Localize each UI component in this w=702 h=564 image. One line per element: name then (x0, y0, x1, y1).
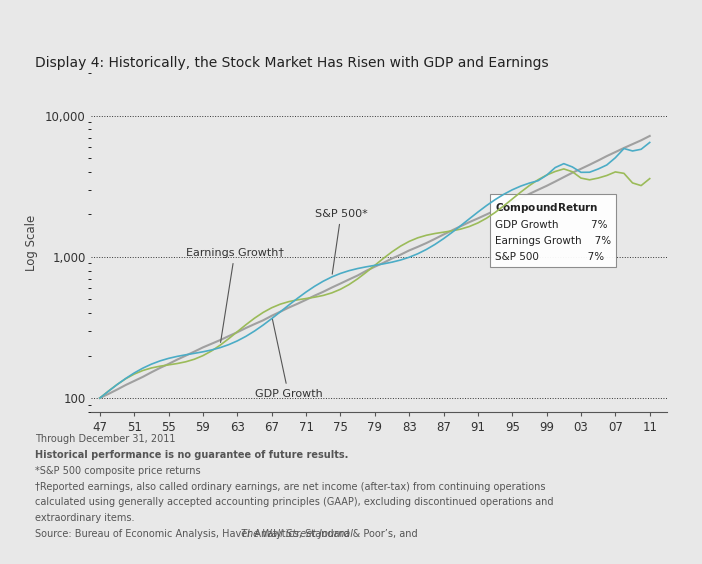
Text: S&P 500*: S&P 500* (314, 209, 367, 274)
Text: extraordinary items.: extraordinary items. (35, 513, 135, 523)
Text: Source: Bureau of Economic Analysis, Haver Analytics, Standard & Poor’s, and: Source: Bureau of Economic Analysis, Hav… (35, 529, 421, 539)
Text: calculated using generally accepted accounting principles (GAAP), excluding disc: calculated using generally accepted acco… (35, 497, 554, 508)
Y-axis label: Log Scale: Log Scale (25, 214, 38, 271)
Text: †Reported earnings, also called ordinary earnings, are net income (after-tax) fr: †Reported earnings, also called ordinary… (35, 482, 545, 492)
Text: Earnings Growth†: Earnings Growth† (186, 248, 284, 342)
Text: Historical performance is no guarantee of future results.: Historical performance is no guarantee o… (35, 450, 348, 460)
Text: Display 4: Historically, the Stock Market Has Risen with GDP and Earnings: Display 4: Historically, the Stock Marke… (35, 56, 549, 70)
Text: GDP Growth: GDP Growth (255, 319, 322, 399)
Text: $\bf{Compound Return}$
GDP Growth          7%
Earnings Growth    7%
S&P 500     : $\bf{Compound Return}$ GDP Growth 7% Ear… (495, 201, 611, 262)
Text: Through December 31, 2011: Through December 31, 2011 (35, 434, 176, 444)
Text: The Wall Street Journal: The Wall Street Journal (241, 529, 352, 539)
Text: *S&P 500 composite price returns: *S&P 500 composite price returns (35, 466, 201, 476)
